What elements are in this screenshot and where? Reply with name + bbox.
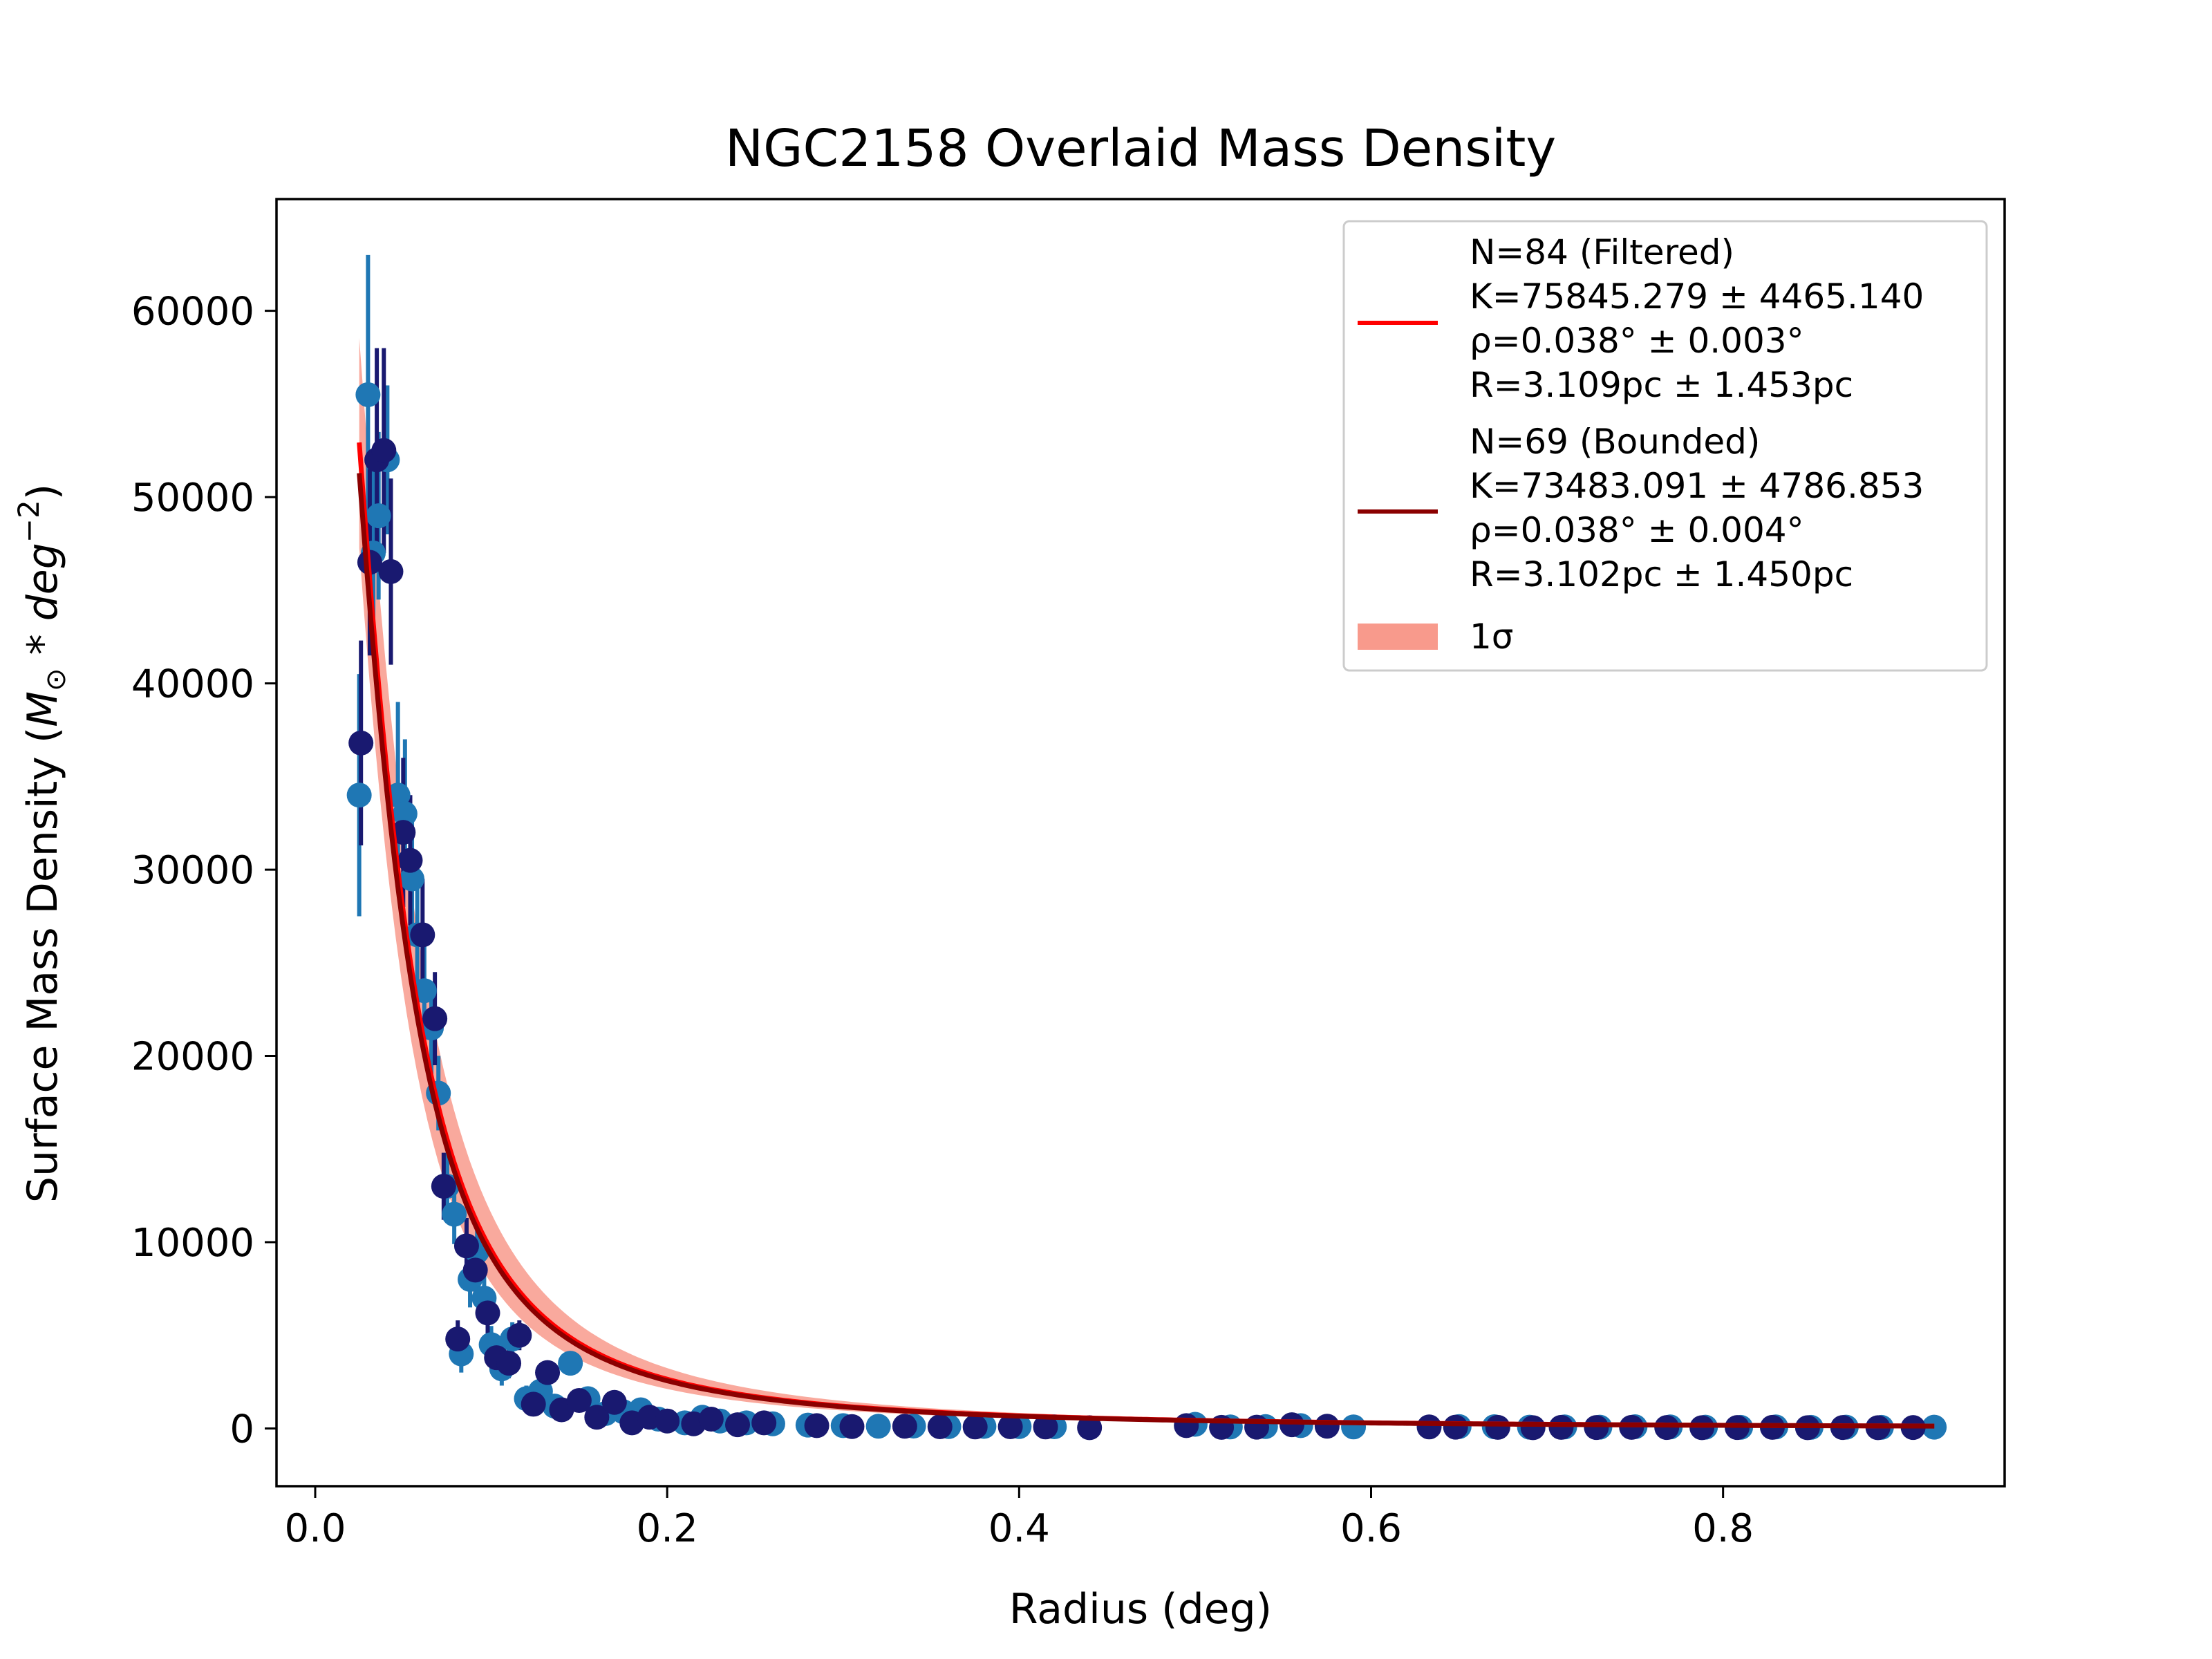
data-point-s1-7: [410, 922, 435, 948]
data-point-s0-37: [865, 1414, 891, 1439]
data-point-s1-0: [348, 730, 374, 756]
data-point-s1-13: [475, 1300, 500, 1326]
data-point-s0-1: [355, 382, 381, 407]
data-point-s1-47: [1548, 1414, 1574, 1440]
y-tick-label: 50000: [131, 476, 254, 521]
data-point-s1-12: [462, 1257, 488, 1283]
data-point-s1-16: [507, 1322, 532, 1348]
data-point-s1-46: [1520, 1415, 1546, 1441]
x-tick-label: 0.2: [637, 1506, 698, 1551]
data-point-s1-36: [1033, 1414, 1058, 1440]
x-axis-label: Radius (deg): [1009, 1585, 1272, 1633]
data-point-s1-8: [422, 1006, 448, 1031]
data-point-s1-41: [1279, 1412, 1304, 1438]
data-point-s1-50: [1654, 1415, 1680, 1441]
y-axis: 0 10000 20000 30000 40000 50000 60000: [131, 290, 276, 1452]
y-axis-label-close: ): [19, 484, 67, 500]
data-point-s0-47: [1341, 1414, 1367, 1440]
y-tick-label: 10000: [131, 1221, 254, 1266]
y-tick-label: 0: [229, 1407, 254, 1452]
chart-title: NGC2158 Overlaid Mass Density: [725, 119, 1556, 178]
data-point-s1-11: [453, 1233, 479, 1259]
data-point-s1-38: [1174, 1413, 1199, 1438]
data-point-s1-4: [378, 559, 404, 584]
x-tick-label: 0.6: [1340, 1506, 1402, 1551]
data-point-s1-35: [997, 1414, 1023, 1440]
legend-sigma-swatch: [1358, 624, 1438, 650]
data-point-s0-13: [442, 1201, 467, 1227]
data-point-s1-9: [431, 1174, 456, 1199]
data-point-s1-3: [371, 438, 397, 463]
data-point-layer: [346, 382, 1947, 1441]
y-axis-label-prefix: Surface Mass Density (: [19, 727, 67, 1203]
y-tick-label: 20000: [131, 1035, 254, 1080]
data-point-s1-17: [521, 1391, 546, 1417]
legend-filtered-line-3: ρ=0.038° ± 0.003°: [1470, 321, 1804, 361]
y-axis-label-exp: −2: [12, 500, 46, 543]
data-point-s1-25: [655, 1408, 680, 1434]
x-tick-label: 0.0: [284, 1506, 346, 1551]
data-point-s1-45: [1485, 1414, 1510, 1440]
axes-frame: [275, 198, 2006, 1488]
data-point-s1-34: [962, 1414, 988, 1440]
data-point-s1-10: [445, 1327, 471, 1352]
data-point-s1-18: [535, 1360, 561, 1385]
data-point-s1-43: [1416, 1414, 1442, 1440]
y-tick-label: 60000: [131, 290, 254, 335]
y-tick-label: 30000: [131, 848, 254, 893]
x-axis: 0.0 0.2 0.4 0.6 0.8: [284, 1486, 1754, 1551]
data-point-s0-6: [392, 801, 418, 827]
data-point-s1-40: [1244, 1414, 1270, 1440]
y-axis-label-sun: ⊙: [40, 668, 72, 691]
legend-bounded-line-2: K=73483.091 ± 4786.853: [1470, 466, 1924, 506]
data-point-s1-20: [566, 1388, 592, 1414]
data-point-s0-7: [400, 866, 425, 892]
data-point-s0-0: [346, 782, 372, 808]
y-axis-label: Surface Mass Density (M⊙ * deg−2): [12, 484, 72, 1203]
legend-bounded-line-1: N=69 (Bounded): [1470, 422, 1760, 462]
legend-bounded-line-4: R=3.102pc ± 1.450pc: [1470, 554, 1853, 594]
data-point-s1-6: [397, 847, 423, 873]
y-axis-label-unit: M: [19, 691, 67, 727]
y-axis-label-deg: deg: [19, 543, 67, 621]
data-point-s0-24: [558, 1351, 583, 1376]
data-point-s1-33: [927, 1414, 953, 1440]
fit-line-bounded: [357, 473, 1935, 1429]
data-point-s1-44: [1443, 1414, 1468, 1440]
legend-bounded-line-3: ρ=0.038° ± 0.004°: [1470, 510, 1804, 550]
data-point-s1-48: [1584, 1415, 1609, 1441]
legend-filtered-line-2: K=75845.279 ± 4465.140: [1470, 276, 1924, 317]
legend-sigma-label: 1σ: [1470, 617, 1514, 657]
plot-area: [346, 254, 1947, 1441]
fit-line-layer: [357, 442, 1935, 1429]
data-point-s1-30: [804, 1413, 830, 1438]
data-point-s1-22: [601, 1389, 627, 1415]
data-point-s1-27: [698, 1406, 724, 1432]
data-point-s1-21: [584, 1405, 610, 1430]
x-tick-label: 0.4: [988, 1506, 1050, 1551]
data-point-s1-42: [1314, 1414, 1340, 1439]
data-point-s1-37: [1077, 1415, 1103, 1441]
legend-filtered-line-1: N=84 (Filtered): [1470, 232, 1734, 272]
legend-box: [1342, 220, 1988, 672]
data-point-s1-29: [751, 1410, 777, 1436]
data-point-s1-5: [391, 820, 416, 845]
y-axis-label-mul: *: [19, 621, 67, 668]
y-tick-label: 40000: [131, 662, 254, 707]
data-point-s1-28: [725, 1412, 751, 1438]
data-point-s1-15: [496, 1351, 522, 1376]
data-point-s1-31: [839, 1414, 865, 1439]
legend: N=84 (Filtered) K=75845.279 ± 4465.140 ρ…: [1342, 220, 1988, 672]
x-tick-label: 0.8: [1692, 1506, 1754, 1551]
data-point-s1-32: [892, 1414, 917, 1439]
legend-filtered-line-4: R=3.109pc ± 1.453pc: [1470, 365, 1853, 405]
data-point-s0-3: [366, 503, 391, 529]
